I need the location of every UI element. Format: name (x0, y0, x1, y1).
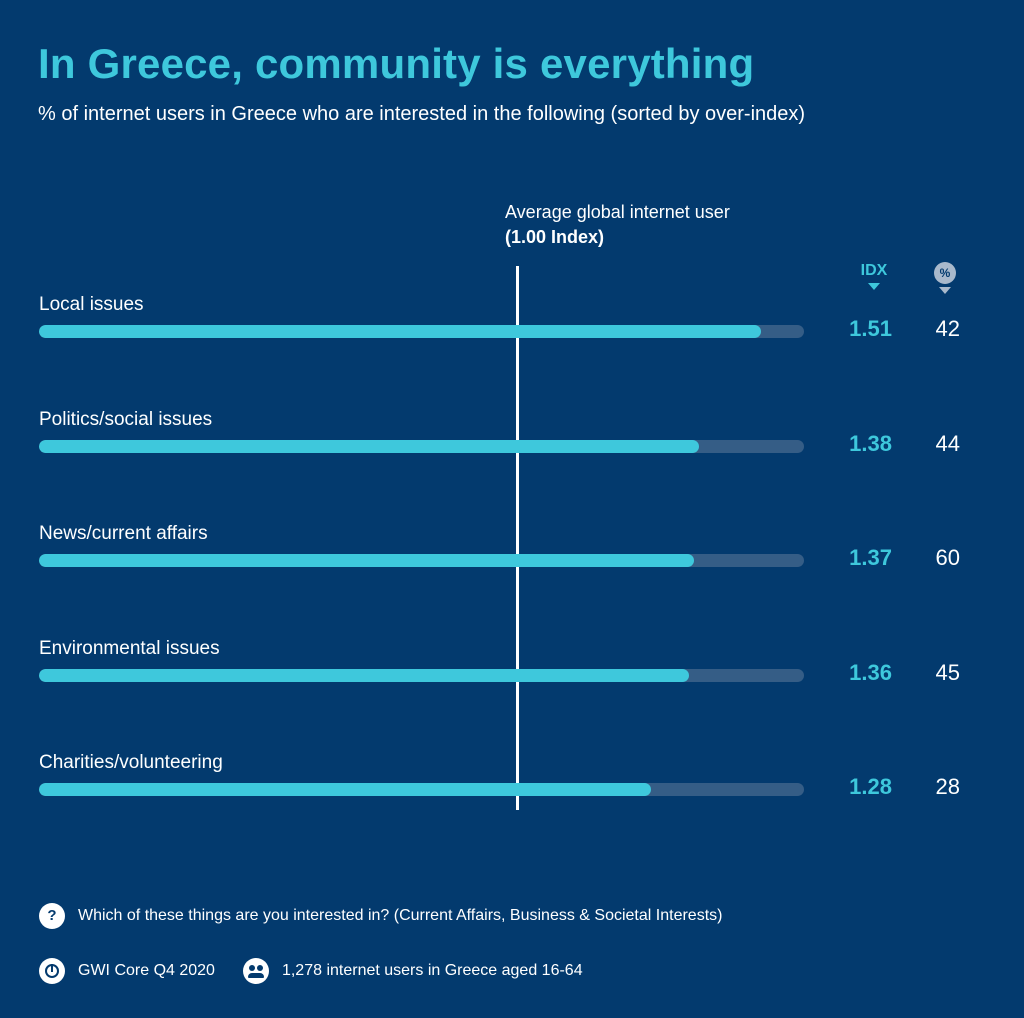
bar-category-label: Local issues (39, 294, 144, 315)
bar-fill (39, 325, 761, 338)
bar-category-label: Charities/volunteering (39, 752, 223, 773)
bar-row: Local issues 1.51 42 (0, 294, 1024, 354)
sample-text: 1,278 internet users in Greece aged 16-6… (281, 962, 583, 979)
survey-question: ? Which of these things are you interest… (39, 903, 722, 929)
chart-title: In Greece, community is everything (38, 40, 755, 87)
bar-percent-value: 28 (935, 774, 960, 799)
average-label-line2: (1.00 Index) (505, 227, 605, 247)
bar-row: Environmental issues 1.36 45 (0, 638, 1024, 698)
bar-row: Charities/volunteering 1.28 28 (0, 752, 1024, 812)
bar-fill (39, 439, 699, 453)
percent-column-header[interactable]: % (930, 262, 960, 294)
bar-percent-value: 45 (935, 659, 960, 685)
bar-fill (39, 783, 651, 796)
question-icon: ? (39, 903, 65, 929)
pie-chart-icon (39, 958, 65, 984)
bar-track (39, 325, 804, 338)
bar-track (39, 554, 804, 567)
bar-track (39, 668, 804, 682)
average-label: Average global internet user (1.00 Index… (505, 200, 730, 250)
question-text: Which of these things are you interested… (78, 907, 723, 924)
bar-index-value: 1.37 (849, 545, 892, 570)
percent-header-label: % (934, 262, 956, 284)
bar-row: News/current affairs 1.37 60 (0, 523, 1024, 583)
source-info: GWI Core Q4 2020 1,278 internet users in… (39, 958, 583, 984)
bar-category-label: News/current affairs (39, 523, 208, 544)
bar-index-value: 1.51 (849, 316, 892, 341)
bar-row: Politics/social issues 1.38 44 (0, 409, 1024, 469)
bar-percent-value: 42 (935, 316, 960, 341)
source-text: GWI Core Q4 2020 (78, 962, 215, 979)
bar-track (39, 783, 804, 796)
people-icon (242, 958, 269, 984)
bar-track (39, 439, 804, 453)
bar-index-value: 1.28 (849, 774, 892, 799)
bar-fill (39, 554, 695, 567)
bar-percent-value: 44 (935, 430, 960, 456)
average-label-line1: Average global internet user (505, 202, 730, 222)
sort-down-icon (939, 287, 951, 294)
average-reference-line (515, 266, 519, 810)
bar-index-value: 1.36 (849, 659, 892, 685)
chart-subtitle: % of internet users in Greece who are in… (38, 103, 806, 125)
bar-percent-value: 60 (935, 545, 960, 570)
bar-category-label: Environmental issues (39, 637, 220, 659)
bar-fill (39, 668, 690, 682)
bar-category-label: Politics/social issues (39, 408, 213, 430)
sort-down-icon (868, 283, 880, 290)
idx-column-header[interactable]: IDX (852, 262, 896, 290)
idx-header-label: IDX (860, 262, 888, 279)
bar-index-value: 1.38 (849, 430, 892, 456)
